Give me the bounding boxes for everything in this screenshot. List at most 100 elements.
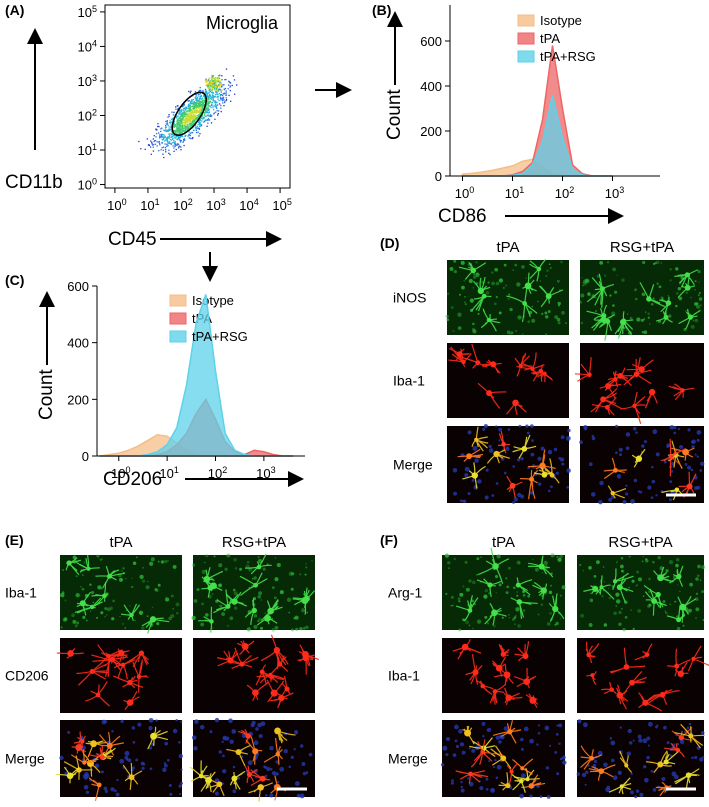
- cell-body: [486, 390, 493, 397]
- nucleus: [632, 739, 635, 742]
- density-dot: [179, 109, 182, 112]
- legend-swatch: [169, 330, 187, 343]
- cell-body: [523, 678, 531, 686]
- density-dot: [192, 123, 195, 125]
- speckle: [151, 606, 154, 609]
- density-dot: [182, 138, 185, 141]
- speckle: [619, 564, 624, 569]
- speckle: [509, 307, 513, 312]
- density-dot: [216, 85, 218, 87]
- speckle: [540, 603, 544, 606]
- speckle: [684, 310, 687, 312]
- tick-base: 10: [107, 198, 121, 213]
- nucleus: [625, 492, 629, 496]
- micrograph: [60, 720, 182, 797]
- density-dot: [183, 120, 186, 122]
- cell-process: [601, 682, 617, 695]
- density-dot: [192, 104, 194, 106]
- density-dot: [167, 142, 169, 144]
- cell-body: [674, 487, 680, 493]
- density-dot: [187, 115, 190, 118]
- nucleus: [696, 430, 702, 435]
- density-dot: [191, 99, 193, 101]
- speckle: [100, 611, 104, 615]
- density-dot: [229, 86, 231, 88]
- nucleus: [655, 494, 658, 497]
- cell-process: [248, 782, 274, 802]
- speckle: [145, 585, 150, 590]
- density-dot: [162, 138, 165, 140]
- nucleus: [677, 427, 681, 431]
- cell-process: [132, 659, 149, 693]
- speckle: [636, 583, 639, 586]
- density-dot: [205, 115, 207, 118]
- cell-process: [489, 684, 506, 705]
- density-dot: [192, 112, 194, 114]
- cell-process: [622, 311, 634, 330]
- nucleus: [124, 750, 130, 756]
- speckle: [160, 560, 165, 564]
- speckle: [295, 627, 299, 631]
- cell-process: [580, 745, 603, 770]
- nucleus: [269, 745, 274, 751]
- speckle: [537, 300, 539, 303]
- micrograph: [447, 343, 569, 418]
- nucleus: [650, 769, 654, 773]
- density-dot: [177, 122, 179, 124]
- density-dot: [165, 120, 167, 123]
- nucleus: [617, 770, 622, 775]
- cell-body: [251, 607, 257, 614]
- density-dot: [169, 135, 171, 137]
- density-dot: [179, 126, 181, 128]
- density-dot: [190, 113, 192, 115]
- density-dot: [198, 104, 200, 106]
- nucleus: [82, 774, 88, 779]
- density-dot: [193, 105, 195, 108]
- nucleus: [553, 447, 558, 452]
- column-header: RSG+tPA: [610, 239, 674, 256]
- speckle: [448, 567, 450, 569]
- speckle: [637, 609, 642, 613]
- density-dot: [162, 136, 164, 138]
- speckle: [449, 267, 454, 271]
- density-dot: [196, 111, 198, 113]
- cell-process: [470, 739, 503, 768]
- speckle: [642, 555, 644, 558]
- nucleus: [661, 777, 666, 781]
- speckle: [616, 274, 618, 276]
- speckle: [476, 557, 480, 561]
- density-dot: [212, 107, 214, 109]
- tick-base: 10: [239, 198, 253, 213]
- density-dot: [198, 127, 200, 129]
- density-dot: [178, 109, 181, 112]
- speckle: [675, 563, 679, 568]
- speckle: [515, 607, 520, 612]
- density-dot: [171, 132, 173, 134]
- cell-body: [684, 284, 691, 291]
- density-dot: [205, 84, 207, 87]
- density-dot: [195, 101, 198, 103]
- density-dot: [184, 123, 187, 125]
- density-dot: [220, 94, 223, 96]
- cell-body: [259, 775, 266, 782]
- density-dot: [211, 101, 213, 103]
- cell-body: [264, 614, 271, 622]
- nucleus: [288, 765, 292, 769]
- speckle: [647, 312, 650, 316]
- density-dot: [181, 112, 184, 114]
- density-dot: [171, 142, 173, 144]
- density-dot: [207, 108, 209, 110]
- density-dot: [161, 138, 163, 141]
- speckle: [258, 591, 263, 596]
- density-dot: [184, 123, 186, 126]
- nucleus: [257, 722, 262, 728]
- micrograph: [577, 720, 704, 797]
- speckle: [514, 623, 516, 625]
- speckle: [299, 627, 303, 631]
- density-dot: [222, 84, 224, 86]
- density-dot: [182, 130, 184, 133]
- nucleus: [251, 720, 256, 725]
- speckle: [547, 310, 551, 313]
- legend-swatch: [517, 32, 535, 45]
- density-dot: [199, 121, 201, 123]
